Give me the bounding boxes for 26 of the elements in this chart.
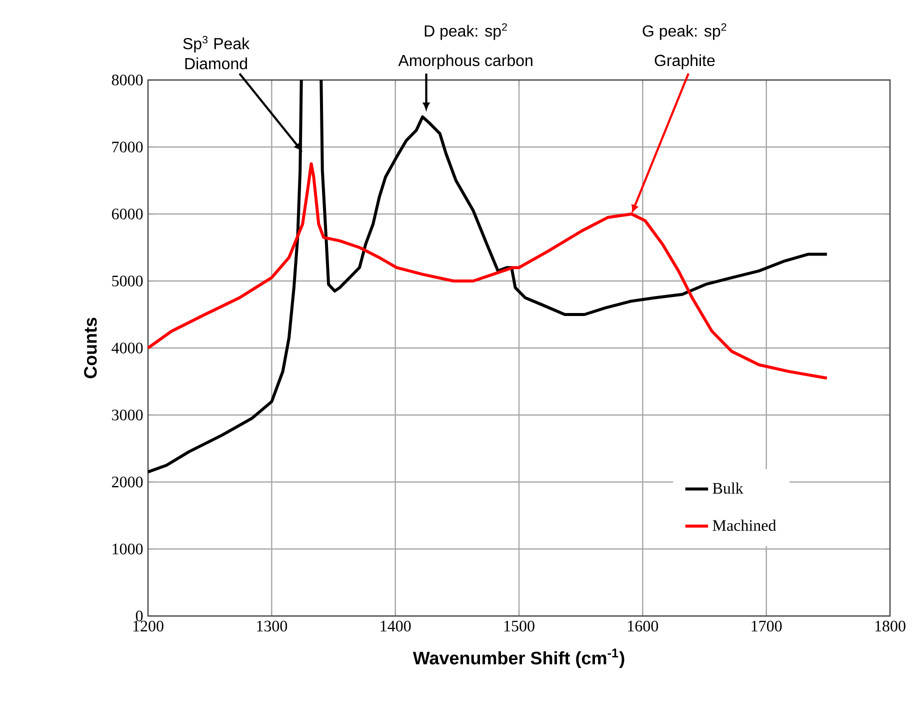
legend-label: Bulk (712, 482, 744, 494)
x-tick-label: 1700 (752, 620, 782, 632)
x-tick-label: 1800 (875, 620, 906, 632)
y-tick-label: 0 (136, 610, 143, 622)
y-tick-label: 4000 (112, 342, 143, 354)
line-series (146, 162, 828, 380)
x-tick-label: 1500 (504, 620, 534, 632)
y-tick-label: 7000 (112, 142, 143, 152)
x-axis-title: Wavenumber Shift (cm$^{-1}$) (412, 648, 624, 668)
y-tick-label: 5000 (112, 276, 143, 286)
x-tick-label: 1400 (380, 620, 411, 632)
text: D peak: sp$^{2}$ (424, 23, 507, 40)
annotation: Amorphous carbon (398, 54, 532, 70)
text: G peak: sp$^{2}$ (642, 23, 726, 40)
x-tick-label: 1300 (257, 620, 288, 632)
y-tick-label: 3000 (112, 410, 143, 420)
x-tick-label: 1200 (133, 620, 164, 632)
legend-label: Machined (712, 520, 776, 531)
y-tick-label: 2000 (112, 476, 143, 488)
annotation: Sp$^{3}$ Peak Diamond (183, 36, 250, 70)
y-axis-title: Counts (84, 318, 97, 378)
x-tick-label: 1600 (628, 620, 658, 632)
y-tick-label: 1000 (112, 544, 143, 554)
annotation: Graphite (654, 54, 715, 70)
y-tick-label: 6000 (112, 208, 143, 220)
y-tick-label: 8000 (112, 74, 143, 86)
